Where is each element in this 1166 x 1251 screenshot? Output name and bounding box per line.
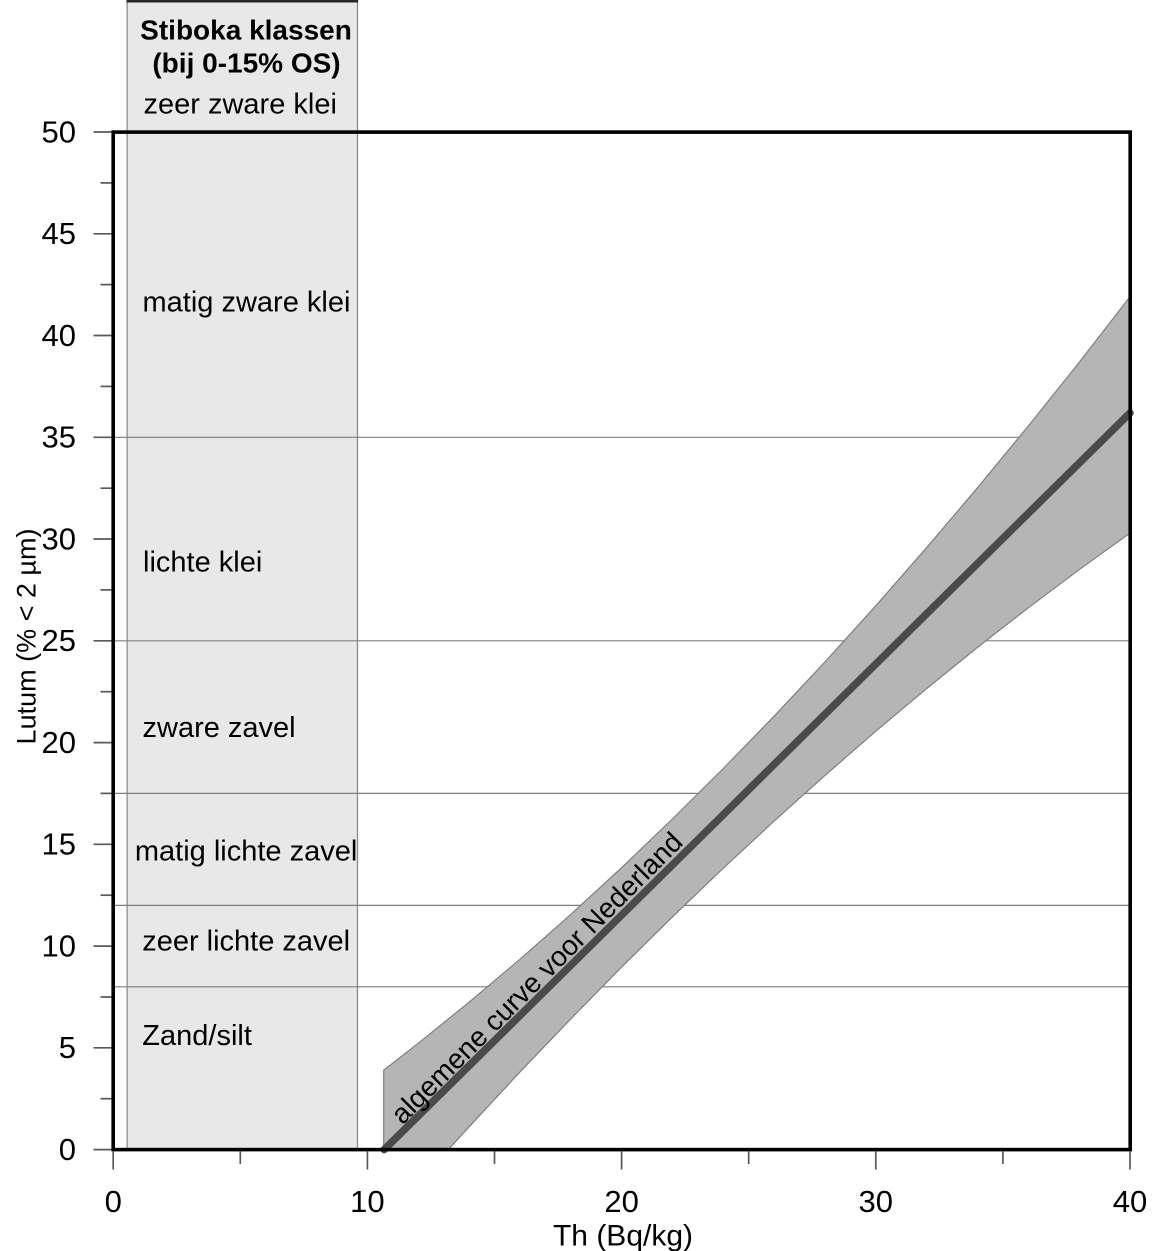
svg-text:lichte klei: lichte klei [143, 547, 262, 579]
svg-text:zware zavel: zware zavel [143, 712, 296, 744]
svg-text:Stiboka klassen: Stiboka klassen [140, 15, 352, 46]
svg-text:10: 10 [350, 1184, 384, 1219]
svg-text:45: 45 [42, 216, 76, 251]
svg-text:20: 20 [604, 1184, 638, 1219]
svg-text:zeer lichte zavel: zeer lichte zavel [142, 926, 350, 958]
svg-text:50: 50 [42, 114, 76, 149]
svg-text:Th (Bq/kg): Th (Bq/kg) [553, 1220, 693, 1251]
svg-text:30: 30 [859, 1184, 893, 1219]
svg-text:20: 20 [42, 725, 76, 760]
svg-text:15: 15 [42, 827, 76, 862]
svg-text:10: 10 [42, 928, 76, 963]
svg-text:zeer zware klei: zeer zware klei [144, 89, 337, 121]
svg-text:matig lichte zavel: matig lichte zavel [135, 836, 357, 868]
svg-text:Zand/silt: Zand/silt [142, 1020, 252, 1052]
svg-text:0: 0 [105, 1184, 122, 1219]
svg-text:(bij 0-15% OS): (bij 0-15% OS) [152, 48, 340, 79]
svg-text:35: 35 [42, 420, 76, 455]
svg-text:25: 25 [42, 623, 76, 658]
svg-text:0: 0 [59, 1132, 76, 1167]
svg-text:matig zware klei: matig zware klei [143, 287, 351, 319]
svg-text:Lutum (% < 2 µm): Lutum (% < 2 µm) [12, 529, 42, 745]
svg-text:30: 30 [42, 521, 76, 556]
svg-text:5: 5 [59, 1030, 76, 1065]
svg-text:40: 40 [42, 318, 76, 353]
svg-text:40: 40 [1113, 1184, 1147, 1219]
